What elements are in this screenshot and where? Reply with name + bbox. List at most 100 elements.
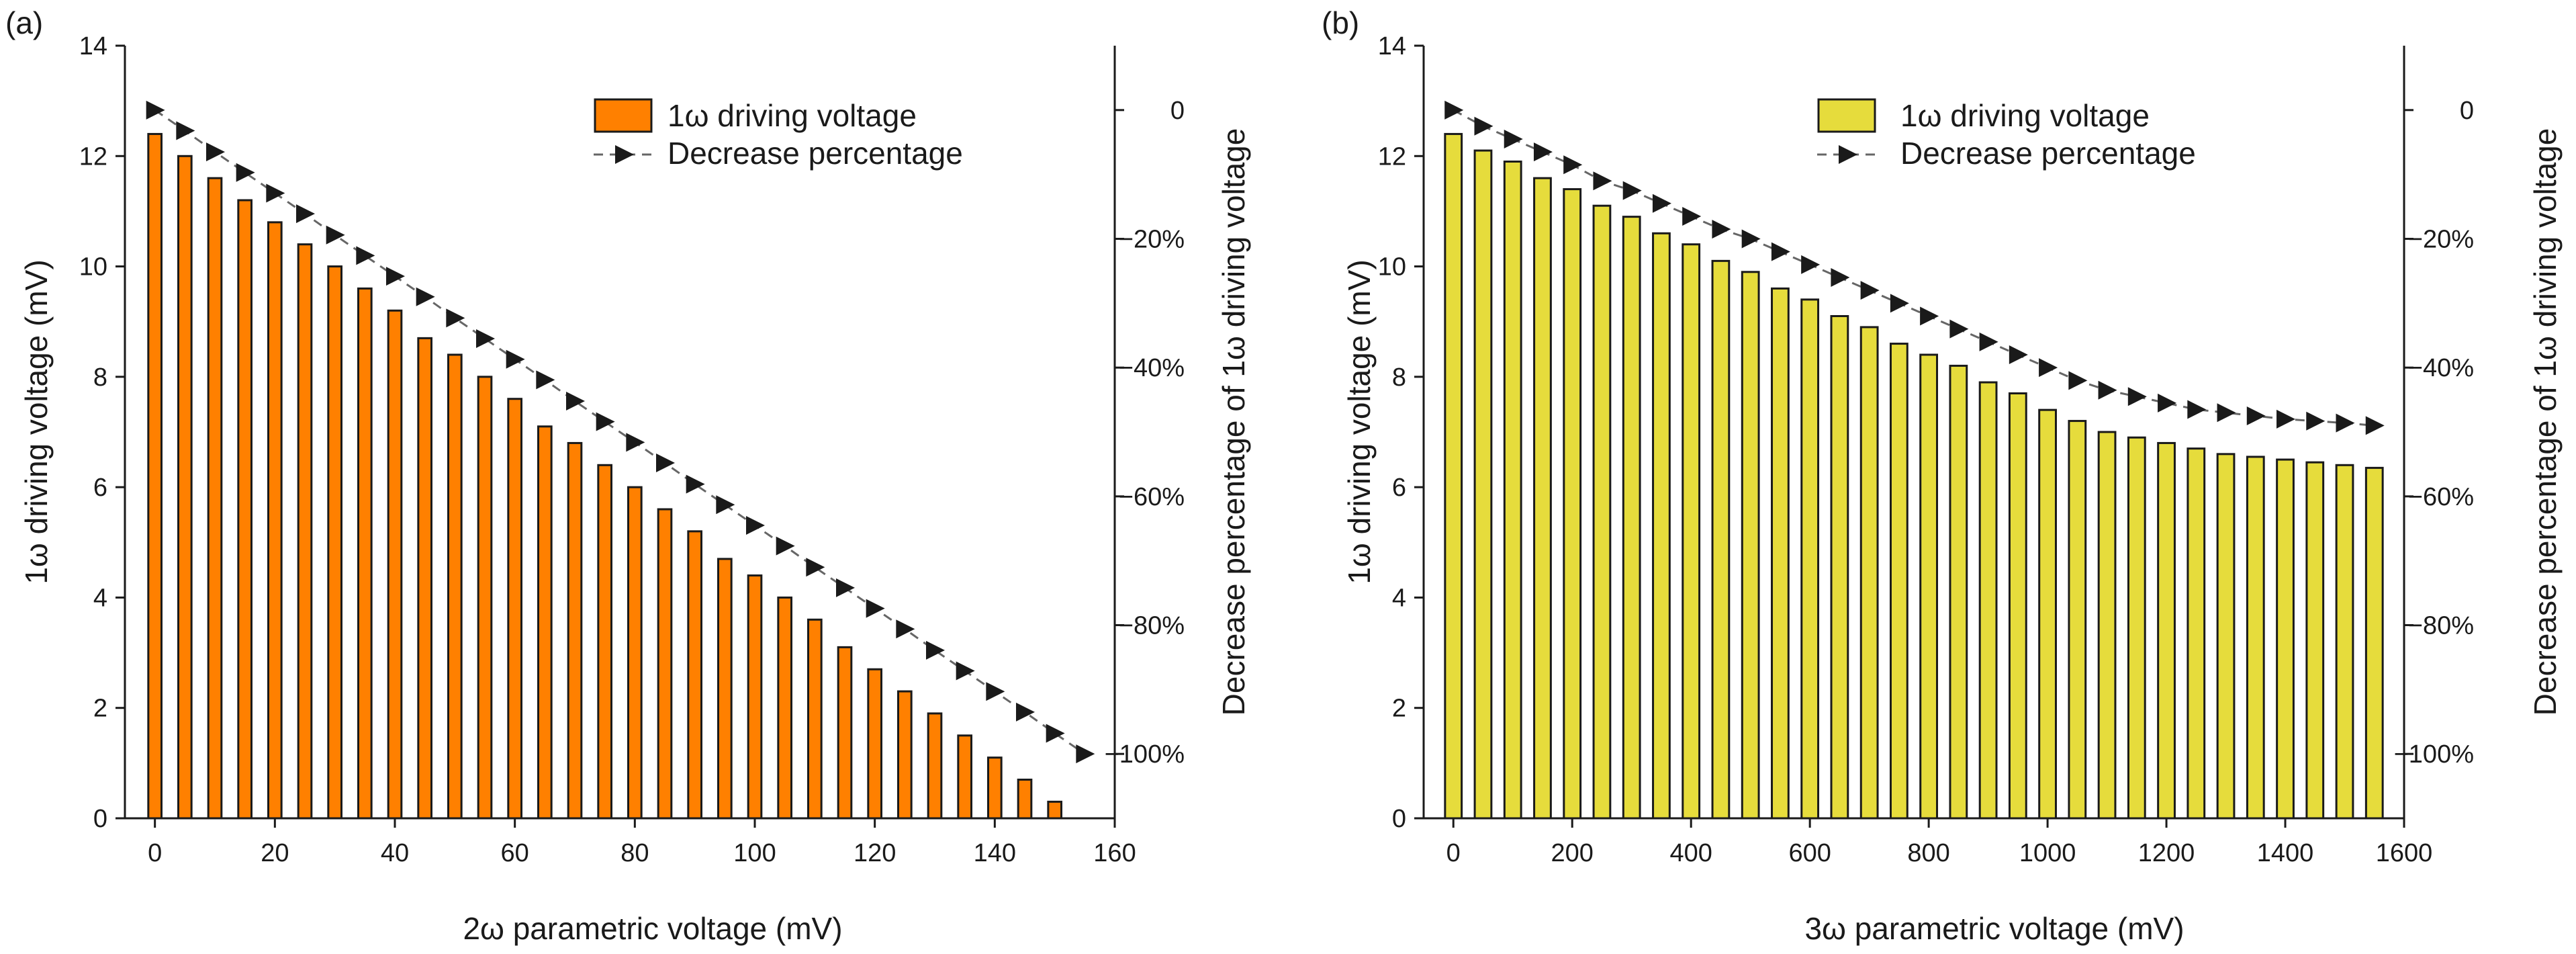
- bar: [1889, 343, 1908, 820]
- bar: [807, 618, 823, 820]
- bar-layer: [1444, 132, 2384, 820]
- bar: [2008, 392, 2027, 820]
- decrease-marker: [1771, 242, 1790, 261]
- panel-label: (b): [1322, 5, 1359, 40]
- y2-tick-label: −80%: [2408, 612, 2474, 640]
- y2-axis-title: Decrease percentage of 1ω driving voltag…: [1216, 128, 1251, 716]
- decrease-marker: [2187, 400, 2207, 419]
- bar: [1533, 177, 1552, 820]
- decrease-marker: [146, 100, 165, 120]
- bar: [2364, 466, 2384, 820]
- x-tick-label: 60: [501, 839, 529, 867]
- y-tick-label: 8: [93, 363, 107, 392]
- decrease-marker: [596, 412, 615, 431]
- bar: [1503, 161, 1522, 820]
- decrease-marker: [1076, 744, 1095, 764]
- legend-bar-swatch: [594, 98, 653, 133]
- x-tick-label: 800: [1907, 839, 1949, 867]
- bar: [957, 734, 972, 820]
- x-tick-label: 140: [974, 839, 1016, 867]
- decrease-marker: [986, 682, 1005, 701]
- bar: [2157, 441, 2176, 820]
- x-tick-label: 200: [1551, 839, 1594, 867]
- decrease-marker: [926, 640, 945, 660]
- y-tick-label: 14: [79, 32, 107, 60]
- bar: [1978, 381, 1998, 820]
- bar: [627, 486, 643, 820]
- decrease-marker: [566, 392, 585, 410]
- decrease-marker: [1444, 100, 1464, 120]
- decrease-marker: [1016, 702, 1035, 722]
- bar: [267, 221, 283, 820]
- y-tick-label: 8: [1392, 363, 1406, 392]
- bar: [1047, 800, 1062, 820]
- y2-tick-label: −80%: [1119, 612, 1185, 640]
- y2-tick-label: −60%: [2408, 483, 2474, 511]
- decrease-marker: [806, 558, 825, 577]
- decrease-marker: [1563, 155, 1583, 175]
- bar: [417, 337, 432, 820]
- bar: [1017, 779, 1033, 820]
- bar: [2127, 436, 2146, 820]
- x-axis-title: 2ω parametric voltage (mV): [463, 911, 842, 946]
- y2-tick-label: −40%: [2408, 354, 2474, 382]
- decrease-marker: [356, 246, 375, 265]
- bar: [357, 287, 373, 820]
- y-tick-label: 4: [1392, 584, 1406, 612]
- decrease-marker: [386, 267, 405, 286]
- x-tick-label: 0: [148, 839, 162, 867]
- bar: [1682, 243, 1701, 820]
- x-tick-label: 0: [1446, 839, 1461, 867]
- decrease-marker: [1593, 171, 1612, 191]
- x-tick-label: 80: [620, 839, 649, 867]
- decrease-marker: [1890, 294, 1909, 313]
- decrease-marker: [1504, 129, 1523, 148]
- decrease-line: [154, 109, 1086, 755]
- decrease-marker: [1712, 220, 1731, 239]
- bar: [897, 690, 913, 820]
- bar: [2038, 408, 2057, 820]
- bar: [537, 425, 553, 820]
- bar: [1949, 364, 1968, 820]
- y-tick-label: 0: [1392, 805, 1406, 833]
- x-axis-title: 3ω parametric voltage (mV): [1804, 911, 2184, 946]
- decrease-marker: [836, 578, 855, 597]
- decrease-marker: [326, 225, 345, 245]
- decrease-marker: [956, 661, 975, 681]
- bar: [2246, 456, 2265, 820]
- axes: [124, 46, 1116, 820]
- decrease-marker: [2217, 403, 2236, 423]
- decrease-marker: [446, 308, 465, 328]
- legend-bar-label: 1ω driving voltage: [668, 98, 917, 133]
- decrease-marker: [2039, 358, 2058, 378]
- decrease-marker: [1046, 724, 1065, 743]
- decrease-marker: [2246, 406, 2266, 426]
- bar: [837, 646, 853, 820]
- y2-tick-label: 0: [1170, 97, 1185, 125]
- bar: [447, 353, 463, 820]
- x-tick-label: 600: [1788, 839, 1831, 867]
- y-tick-label: 2: [1392, 695, 1406, 723]
- decrease-marker: [296, 204, 315, 224]
- x-tick-label: 120: [854, 839, 896, 867]
- bar: [1741, 271, 1760, 820]
- legend-line-marker: [1839, 145, 1857, 164]
- bar: [477, 376, 493, 820]
- bar: [1622, 216, 1641, 820]
- decrease-marker: [2098, 380, 2117, 400]
- decrease-marker: [206, 142, 225, 162]
- bar: [1919, 353, 1939, 820]
- decrease-marker: [536, 370, 555, 390]
- decrease-marker: [686, 474, 705, 494]
- bar: [2068, 420, 2087, 820]
- decrease-marker: [1682, 206, 1702, 226]
- decrease-marker: [2009, 345, 2028, 364]
- bar: [2097, 431, 2117, 820]
- decrease-marker: [1622, 181, 1642, 200]
- x-tick-label: 1400: [2257, 839, 2314, 867]
- ticks: 0 200 400 600 800 1000 1200 1400 1600 0 2 4 6 8 10 12 14…: [1378, 32, 2474, 867]
- bar: [597, 464, 612, 820]
- bar: [717, 558, 733, 820]
- decrease-marker: [656, 453, 675, 472]
- x-tick-label: 20: [261, 839, 289, 867]
